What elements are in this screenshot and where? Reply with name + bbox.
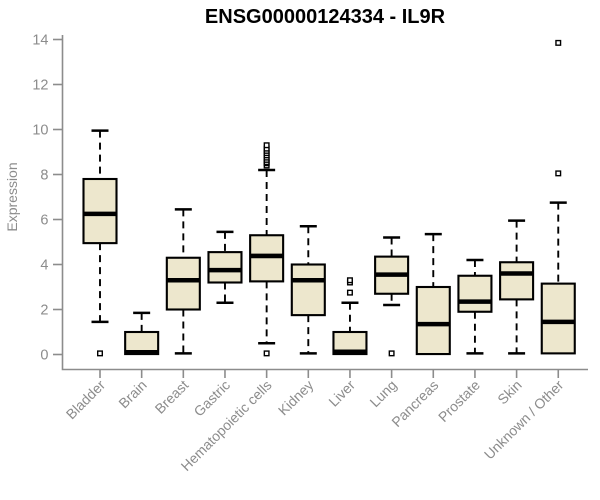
y-tick-label: 14	[32, 33, 48, 49]
outlier-point	[555, 39, 562, 46]
y-tick-label: 10	[32, 123, 48, 139]
iqr-box	[165, 256, 201, 311]
axis-lines	[61, 35, 588, 371]
x-tick-label: Brain	[115, 377, 149, 411]
iqr-box	[415, 285, 451, 356]
iqr-box	[82, 177, 118, 245]
x-tick-label: Breast	[152, 377, 192, 417]
iqr-box	[540, 282, 576, 355]
x-tick-label: Bladder	[63, 377, 109, 423]
x-tick-label: Skin	[494, 377, 525, 408]
iqr-box	[249, 234, 285, 283]
outlier-point	[555, 170, 562, 177]
iqr-box	[457, 274, 493, 313]
boxplot-group-lung: Lung	[366, 236, 410, 410]
x-tick-label: Liver	[325, 377, 358, 410]
boxplot-group-unknown-other: Unknown / Other	[481, 39, 576, 463]
outlier-point	[263, 350, 270, 357]
outlier-point	[96, 350, 103, 357]
y-tick-label: 6	[40, 213, 48, 229]
iqr-box	[499, 261, 535, 301]
boxplot-group-skin: Skin	[494, 219, 535, 408]
outlier-point	[263, 142, 270, 149]
boxplot-group-bladder: Bladder	[63, 129, 118, 423]
outlier-point	[346, 277, 353, 284]
boxplot-group-brain: Brain	[115, 311, 160, 411]
y-axis-title: Expression	[4, 162, 20, 231]
outlier-point	[346, 289, 353, 296]
iqr-box	[290, 263, 326, 317]
y-tick-label: 8	[40, 168, 48, 184]
iqr-box	[207, 251, 243, 284]
y-tick-label: 4	[40, 258, 48, 274]
y-tick-label: 12	[32, 78, 48, 94]
boxplot-group-breast: Breast	[152, 208, 201, 417]
boxplot-group-liver: Liver	[325, 277, 368, 410]
x-tick-label: Lung	[366, 377, 399, 410]
x-tick-label: Kidney	[275, 377, 317, 419]
y-tick-label: 0	[40, 348, 48, 364]
x-tick-label: Unknown / Other	[481, 377, 567, 463]
y-tick-label: 2	[40, 303, 48, 319]
chart-title: ENSG00000124334 - IL9R	[204, 6, 446, 28]
x-tick-label: Prostate	[435, 377, 483, 425]
outlier-point	[388, 350, 395, 357]
